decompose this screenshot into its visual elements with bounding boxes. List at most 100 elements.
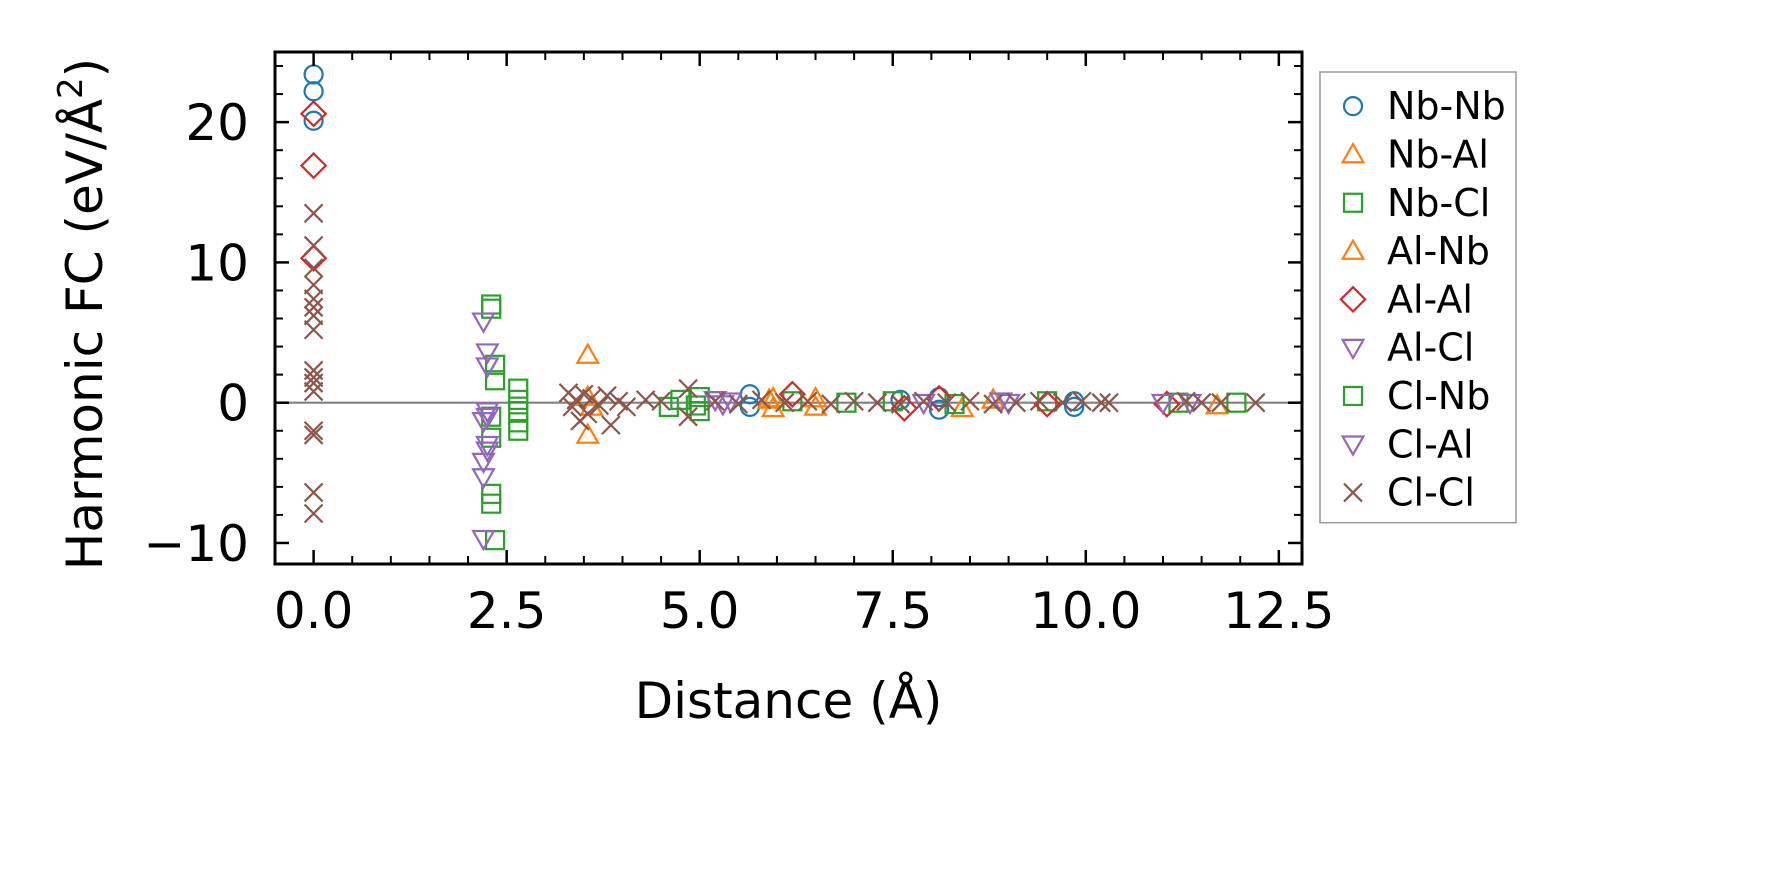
data-point-cl-cl	[303, 381, 324, 402]
y-axis-title-sup: 2	[51, 77, 91, 99]
data-point-nb-nb	[1064, 396, 1085, 417]
data-point-cl-cl	[751, 390, 772, 410]
data-point-cl-cl	[303, 503, 324, 524]
data-point-cl-cl	[303, 275, 324, 295]
data-point-nb-cl	[484, 370, 506, 391]
y-tick-label: 0	[217, 375, 249, 433]
data-point-cl-cl	[635, 390, 656, 410]
data-point-cl-cl	[303, 367, 324, 388]
data-point-nb-nb	[928, 386, 950, 408]
legend-marker-al-cl	[1340, 338, 1366, 361]
data-point-al-cl	[471, 412, 496, 434]
x-tick-label: 2.5	[467, 582, 547, 640]
data-point-cl-cl	[960, 391, 980, 412]
data-point-cl-cl	[303, 258, 324, 278]
data-point-nb-nb	[303, 81, 324, 102]
data-point-nb-cl	[508, 420, 529, 441]
data-point-al-cl	[471, 468, 496, 490]
data-point-nb-nb	[928, 399, 950, 420]
data-point-nb-nb	[303, 110, 324, 131]
data-point-cl-cl	[651, 391, 671, 412]
data-point-cl-cl	[798, 391, 818, 412]
data-point-cl-cl	[589, 395, 610, 416]
series-nb-nb	[303, 64, 1085, 420]
data-point-cl-cl	[303, 297, 324, 318]
data-point-cl-cl	[1052, 392, 1073, 413]
data-point-al-cl	[1150, 393, 1176, 416]
data-point-cl-cl	[774, 392, 795, 413]
data-point-al-cl	[475, 357, 500, 379]
legend-label-nb-al: Nb-Al	[1387, 132, 1489, 176]
y-tick-label: 10	[185, 234, 249, 292]
data-point-cl-cl	[937, 392, 957, 413]
data-point-cl-al	[475, 407, 500, 430]
data-point-cl-al	[475, 441, 500, 463]
data-point-cl-cl	[821, 394, 841, 414]
legend-label-nb-cl: Nb-Cl	[1387, 181, 1490, 225]
y-tick-label: 20	[185, 94, 249, 152]
data-point-cl-cl	[303, 203, 324, 224]
data-point-al-cl	[471, 312, 496, 334]
data-point-cl-cl	[1191, 392, 1212, 413]
data-point-nb-cl	[484, 354, 506, 375]
series-cl-cl	[303, 203, 1266, 524]
data-point-nb-cl	[481, 294, 502, 315]
data-point-cl-cl	[867, 392, 888, 413]
data-point-cl-cl	[678, 406, 698, 427]
legend-marker-al-nb	[1340, 238, 1366, 260]
data-point-al-cl	[471, 529, 496, 552]
y-axis-title-main: Harmonic FC (eV/Å	[56, 99, 114, 570]
data-point-nb-al	[575, 422, 600, 444]
legend-marker-cl-al	[1340, 435, 1366, 457]
data-point-al-al	[778, 380, 807, 408]
data-point-al-cl	[702, 391, 728, 413]
data-point-cl-cl	[844, 391, 864, 412]
data-point-nb-cl	[481, 493, 502, 514]
data-point-cl-cl	[303, 373, 324, 393]
legend-label-cl-nb: Cl-Nb	[1387, 374, 1490, 418]
data-point-cl-cl	[303, 305, 324, 326]
series-al-cl	[471, 312, 1203, 552]
data-point-nb-nb	[303, 64, 324, 85]
data-point-cl-cl	[303, 319, 324, 340]
data-point-al-al	[890, 394, 919, 423]
data-point-cl-cl	[303, 235, 324, 256]
legend-marker-nb-cl	[1342, 192, 1364, 213]
data-point-nb-cl	[508, 389, 529, 410]
legend-marker-cl-nb	[1342, 385, 1364, 407]
tick-labels-layer: 0.0 2.5 5.0 7.5 10.0 12.5 −10 0 10 20	[143, 94, 1334, 640]
y-tick-label: −10	[143, 515, 249, 573]
legend-label-cl-cl: Cl-Cl	[1387, 471, 1475, 515]
data-point-cl-cl	[1211, 392, 1231, 413]
x-tick-label: 10.0	[1030, 582, 1141, 640]
x-tick-label: 5.0	[660, 582, 740, 640]
data-point-cl-cl	[303, 425, 324, 445]
series-al-al	[299, 100, 1181, 423]
legend-marker-nb-nb	[1342, 96, 1364, 117]
data-point-cl-cl	[303, 482, 324, 503]
data-point-cl-cl	[577, 404, 598, 424]
x-tick-label: 12.5	[1223, 582, 1334, 640]
data-point-cl-nb	[1226, 392, 1247, 413]
data-point-nb-al	[575, 342, 600, 364]
data-point-nb-nb	[739, 396, 760, 417]
plot-frame	[273, 50, 1304, 566]
data-point-cl-cl	[1176, 391, 1196, 412]
data-point-cl-cl	[728, 394, 749, 414]
data-point-nb-cl	[484, 530, 506, 551]
data-point-cl-cl	[303, 289, 324, 309]
legend-marker-nb-al	[1340, 141, 1366, 164]
y-axis-title: Harmonic FC (eV/Å2)	[51, 58, 114, 570]
legend-box	[1319, 71, 1517, 524]
data-point-cl-cl	[1072, 391, 1092, 412]
data-point-cl-cl	[597, 385, 617, 406]
markers-layer	[299, 64, 1266, 552]
data-point-cl-cl	[1245, 392, 1266, 413]
data-point-cl-cl	[1091, 392, 1112, 413]
ticks-layer	[274, 52, 1302, 564]
data-point-nb-cl	[481, 298, 502, 319]
data-point-cl-cl	[601, 415, 621, 435]
x-axis-title: Distance (Å)	[635, 672, 943, 730]
legend-label-cl-al: Cl-Al	[1387, 422, 1474, 466]
